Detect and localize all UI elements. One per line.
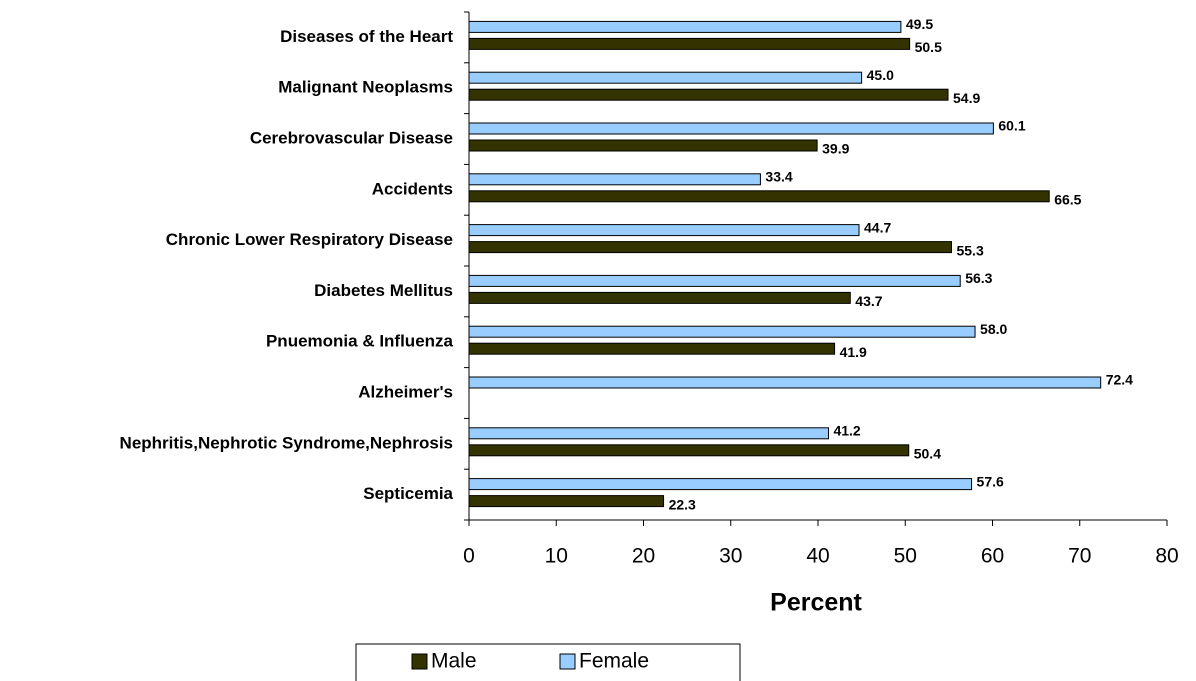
value-label: 43.7 [855,293,882,309]
value-label: 58.0 [980,321,1007,337]
bar [468,139,818,152]
x-tick-label: 70 [1068,545,1091,568]
bar [468,173,761,186]
category-label: Septicemia [363,484,453,503]
x-axis-title: Percent [770,589,862,617]
category-label: Chronic Lower Respiratory Disease [166,230,453,249]
legend-label: Male [431,650,477,673]
x-tick-label: 30 [719,545,742,568]
bar [468,88,949,101]
value-label: 57.6 [977,473,1004,489]
value-label: 49.5 [906,16,933,32]
bar [468,427,829,440]
value-label: 60.1 [998,118,1025,134]
x-tick-label: 10 [545,545,568,568]
category-label: Diseases of the Heart [280,27,453,46]
value-label: 39.9 [822,141,849,157]
bar [468,224,860,237]
bar [468,325,976,338]
value-label: 41.2 [833,423,860,439]
bar [468,291,851,304]
value-label: 50.4 [914,446,941,462]
bar [468,20,902,33]
x-tick-label: 40 [806,545,829,568]
value-label: 56.3 [965,270,992,286]
category-label: Alzheimer's [358,382,453,401]
x-tick-label: 50 [894,545,917,568]
value-label: 44.7 [864,219,891,235]
category-label: Nephritis,Nephrotic Syndrome,Nephrosis [120,433,453,452]
bar [468,274,961,287]
bar [468,241,952,254]
value-label: 22.3 [669,496,696,512]
bar [468,495,665,508]
category-label: Malignant Neoplasms [278,78,453,97]
bar [468,478,973,491]
x-tick-label: 60 [981,545,1004,568]
bar [468,342,836,355]
legend-label: Female [579,650,649,673]
bar [468,444,910,457]
category-label: Cerebrovascular Disease [250,128,453,147]
value-label: 50.5 [915,39,942,55]
bar [468,37,911,50]
bar [468,122,994,135]
legend-swatch [559,653,576,670]
category-label: Accidents [372,179,453,198]
x-tick-label: 0 [463,545,475,568]
category-label: Diabetes Mellitus [314,281,453,300]
value-label: 54.9 [953,90,980,106]
bar [468,71,863,84]
bar [468,376,1102,389]
legend-swatch [411,653,428,670]
x-tick-label: 80 [1155,545,1178,568]
bar [468,190,1050,203]
value-label: 66.5 [1054,192,1081,208]
value-label: 41.9 [840,344,867,360]
value-label: 33.4 [765,169,792,185]
category-label: Pnuemonia & Influenza [266,332,454,351]
value-label: 45.0 [867,67,894,83]
x-tick-label: 20 [632,545,655,568]
value-label: 55.3 [956,242,983,258]
value-label: 72.4 [1106,372,1133,388]
